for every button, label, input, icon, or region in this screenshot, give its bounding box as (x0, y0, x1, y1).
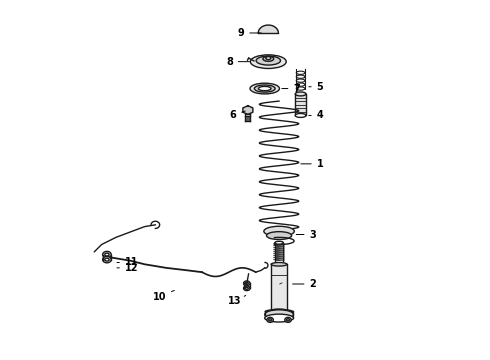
Ellipse shape (271, 262, 287, 266)
Ellipse shape (263, 56, 274, 61)
Ellipse shape (266, 57, 271, 59)
Ellipse shape (264, 226, 294, 236)
Text: 5: 5 (309, 82, 323, 92)
Ellipse shape (275, 241, 283, 244)
Text: 2: 2 (293, 279, 317, 289)
Ellipse shape (267, 318, 273, 322)
Polygon shape (295, 94, 306, 116)
Ellipse shape (296, 79, 305, 82)
Ellipse shape (296, 71, 305, 75)
Ellipse shape (267, 231, 292, 239)
Ellipse shape (265, 314, 294, 322)
Text: 10: 10 (152, 291, 174, 302)
Polygon shape (271, 264, 287, 311)
Ellipse shape (250, 55, 286, 68)
Text: 12: 12 (117, 263, 138, 273)
Text: 4: 4 (309, 111, 323, 121)
Ellipse shape (244, 286, 250, 291)
Text: 11: 11 (117, 257, 138, 267)
Ellipse shape (258, 86, 271, 91)
Ellipse shape (245, 287, 248, 289)
Text: 3: 3 (296, 230, 317, 239)
Ellipse shape (285, 318, 291, 322)
Ellipse shape (102, 256, 111, 263)
Ellipse shape (105, 258, 109, 261)
Ellipse shape (244, 281, 250, 285)
Text: 7: 7 (282, 84, 300, 94)
Ellipse shape (250, 83, 279, 94)
Text: 9: 9 (238, 28, 261, 38)
Ellipse shape (105, 253, 109, 256)
Text: 8: 8 (226, 57, 249, 67)
Polygon shape (266, 311, 293, 312)
Ellipse shape (295, 113, 306, 117)
Ellipse shape (266, 310, 293, 314)
Text: 13: 13 (228, 296, 245, 306)
Text: 6: 6 (230, 111, 245, 121)
Ellipse shape (296, 75, 305, 78)
Text: 1: 1 (301, 159, 323, 169)
Ellipse shape (296, 87, 305, 90)
Ellipse shape (271, 309, 287, 313)
Ellipse shape (269, 319, 271, 321)
Ellipse shape (254, 85, 275, 92)
Ellipse shape (265, 310, 294, 319)
Ellipse shape (256, 56, 280, 65)
Ellipse shape (295, 92, 306, 96)
Ellipse shape (245, 282, 248, 284)
Ellipse shape (102, 251, 111, 258)
Polygon shape (243, 106, 253, 114)
Ellipse shape (287, 319, 290, 321)
Ellipse shape (296, 83, 305, 86)
Polygon shape (258, 25, 278, 33)
